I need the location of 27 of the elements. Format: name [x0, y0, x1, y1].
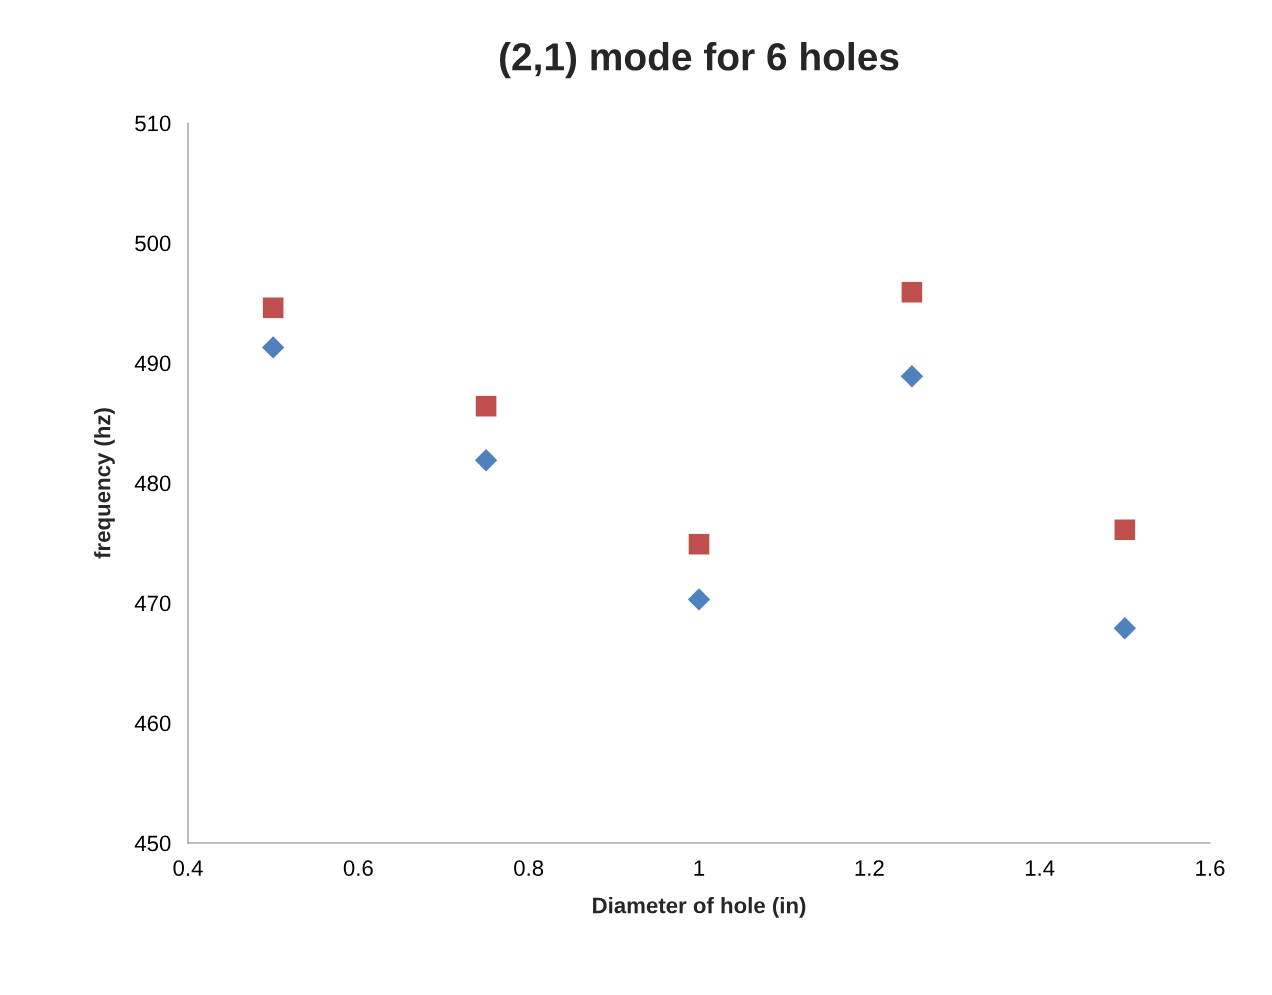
y-tick-label: 460: [134, 715, 171, 732]
point: [1114, 519, 1136, 541]
point: [687, 588, 711, 611]
y-tick-label: 450: [134, 835, 171, 852]
x-tick-label: 1: [694, 860, 705, 876]
y-tick-label: 490: [134, 355, 171, 372]
point: [262, 297, 284, 319]
x-tick-label: 1.6: [1196, 860, 1225, 876]
point: [688, 533, 710, 555]
point: [474, 449, 498, 472]
y-tick-label: 510: [135, 115, 171, 132]
point: [261, 336, 285, 359]
point: [901, 281, 923, 303]
x-axis-title: Diameter of hole (in): [593, 897, 806, 918]
chart-title: (2,1) mode for 6 holes: [499, 42, 899, 79]
y-axis-title: frequency (hz): [94, 408, 115, 559]
point: [475, 395, 497, 417]
x-tick-label: 0.8: [514, 860, 544, 876]
y-tick-label: 500: [135, 235, 171, 252]
y-tick-label: 480: [134, 475, 171, 492]
y-tick-label: 470: [134, 595, 171, 612]
x-tick-label: 0.4: [173, 860, 203, 876]
x-tick-label: 1.4: [1025, 860, 1055, 876]
point: [900, 365, 924, 388]
point: [1113, 617, 1137, 640]
x-tick-label: 0.6: [343, 860, 373, 876]
x-tick-label: 1.2: [855, 860, 884, 876]
